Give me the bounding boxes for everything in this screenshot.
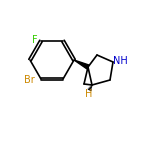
Text: H: H [85,89,93,99]
Text: F: F [32,35,38,45]
Polygon shape [74,60,89,69]
Text: NH: NH [113,56,127,66]
Text: Br: Br [24,75,34,85]
